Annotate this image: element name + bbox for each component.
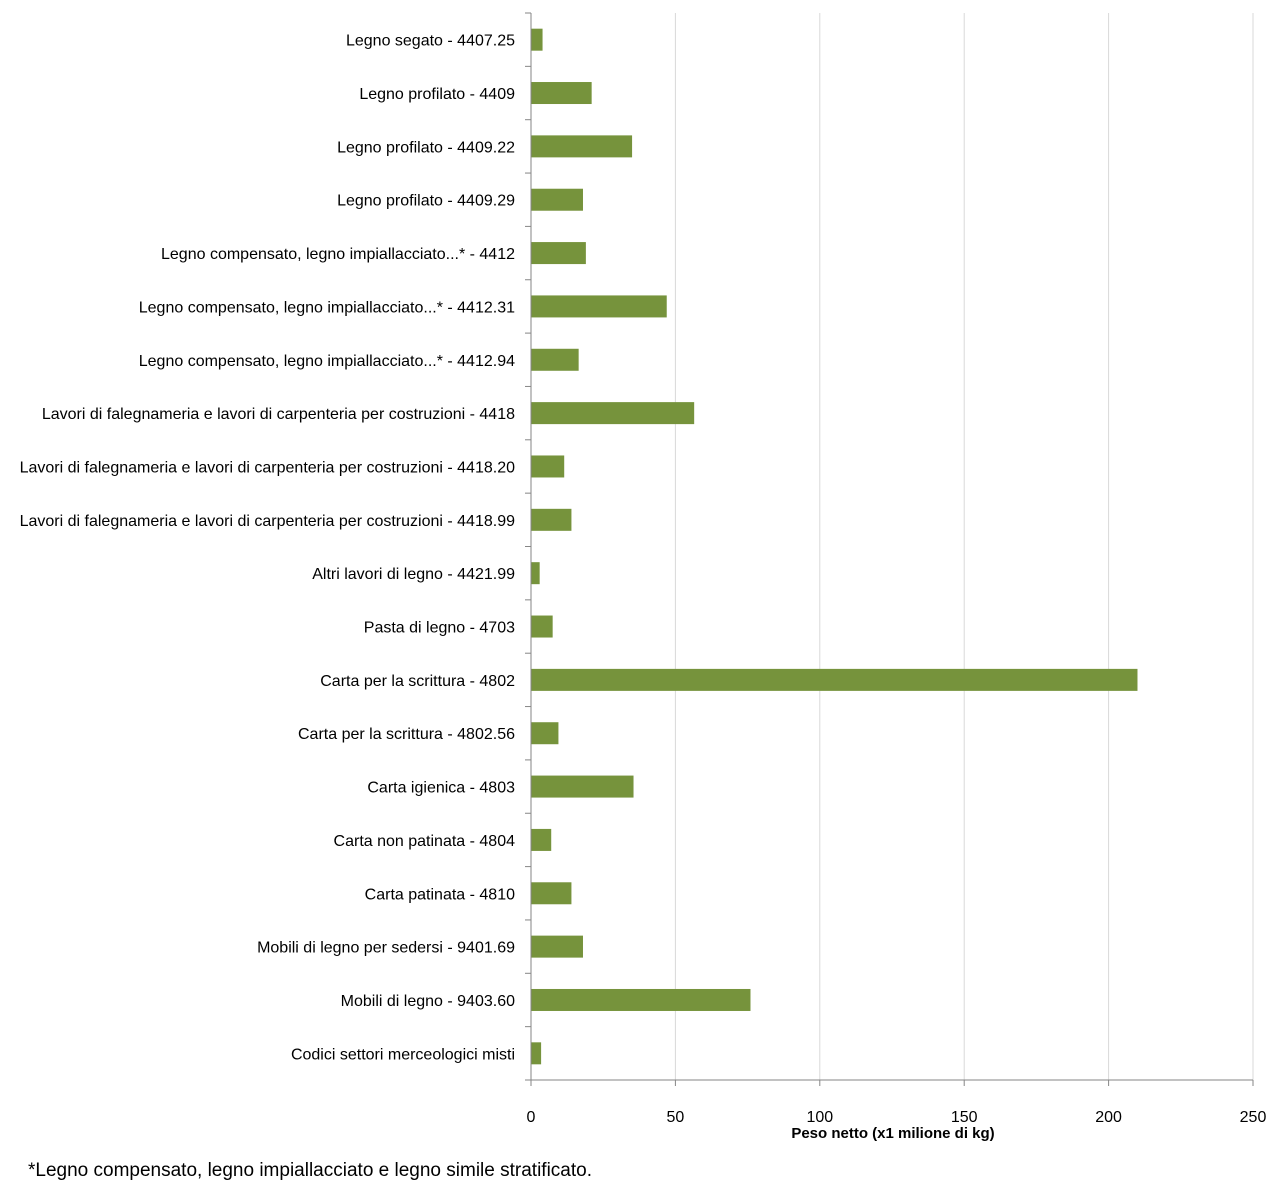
category-label: Legno compensato, legno impiallacciato..…	[139, 299, 515, 316]
bar	[531, 242, 586, 265]
x-tick-label: 100	[806, 1109, 833, 1126]
category-label: Legno compensato, legno impiallacciato..…	[139, 353, 515, 370]
x-tick-label: 150	[951, 1109, 978, 1126]
category-label: Carta patinata - 4810	[365, 886, 515, 903]
bar	[531, 508, 572, 531]
category-label: Codici settori merceologici misti	[291, 1046, 515, 1063]
bars	[531, 28, 1138, 1065]
bar	[531, 348, 579, 371]
category-labels: Legno segato - 4407.25 Legno profilato - …	[20, 33, 515, 1064]
category-label: Lavori di falegnameria e lavori di carpe…	[20, 459, 515, 476]
bar	[531, 882, 572, 905]
category-label: Legno profilato - 4409.22	[337, 139, 515, 156]
category-label: Pasta di legno - 4703	[364, 620, 515, 637]
bar	[531, 988, 751, 1011]
bar	[531, 82, 592, 105]
x-tick-label: 50	[667, 1109, 685, 1126]
bar	[531, 188, 583, 211]
category-label: Carta igienica - 4803	[367, 780, 515, 797]
bar	[531, 28, 543, 51]
x-tick-label: 250	[1240, 1109, 1267, 1126]
category-label: Altri lavori di legno - 4421.99	[312, 566, 515, 583]
bar	[531, 935, 583, 958]
footnote: *Legno compensato, legno impiallacciato …	[28, 1160, 592, 1181]
category-label: Legno profilato - 4409	[359, 86, 515, 103]
bar	[531, 775, 634, 798]
category-label: Mobili di legno per sedersi - 9401.69	[257, 940, 515, 957]
bar	[531, 455, 565, 478]
category-label: Legno segato - 4407.25	[346, 33, 515, 50]
gridlines	[674, 13, 1254, 1080]
bar	[531, 295, 667, 318]
category-label: Carta per la scrittura - 4802	[320, 673, 515, 690]
category-label: Carta per la scrittura - 4802.56	[298, 726, 515, 743]
category-label: Lavori di falegnameria e lavori di carpe…	[42, 406, 515, 423]
bar	[531, 668, 1138, 691]
bar	[531, 402, 695, 425]
category-label: Mobili di legno - 9403.60	[341, 993, 515, 1010]
bar	[531, 1042, 542, 1065]
category-label: Legno profilato - 4409.29	[337, 193, 515, 210]
bar	[531, 562, 540, 585]
category-label: Legno compensato, legno impiallacciato..…	[161, 246, 515, 263]
bar	[531, 828, 552, 851]
bar	[531, 722, 559, 745]
x-tick-label: 0	[527, 1109, 536, 1126]
category-label: Carta non patinata - 4804	[334, 833, 516, 850]
x-tick-labels: 0 50 100 150 200 250	[527, 1109, 1267, 1126]
axes	[525, 12, 1254, 1086]
bar	[531, 615, 553, 638]
x-axis-title: Peso netto (x1 milione di kg)	[791, 1125, 994, 1142]
category-label: Lavori di falegnameria e lavori di carpe…	[20, 513, 515, 530]
bar	[531, 135, 633, 158]
x-tick-label: 200	[1095, 1109, 1122, 1126]
